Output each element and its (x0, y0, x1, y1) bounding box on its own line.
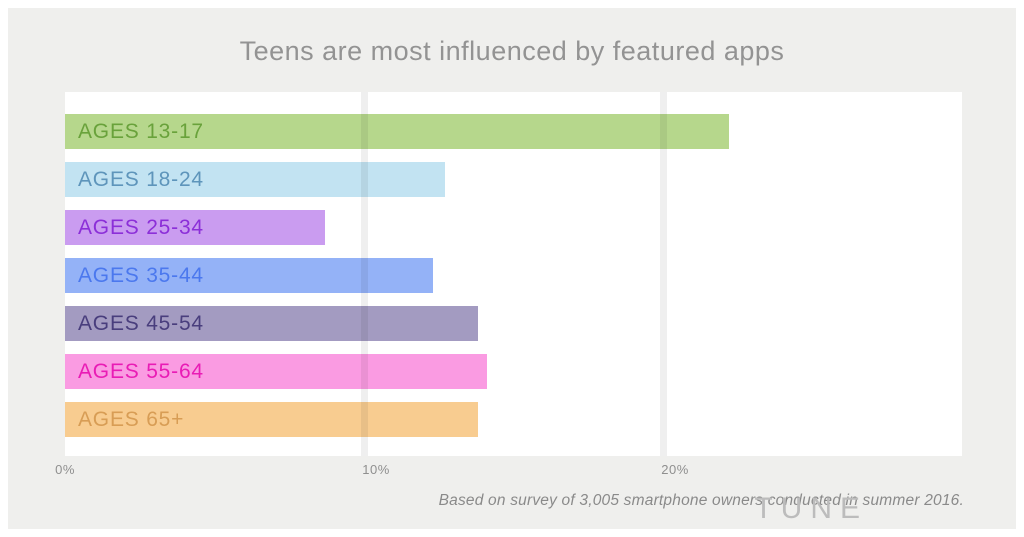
x-axis: 0% 10% 20% (0, 462, 1024, 482)
bar-label: AGES 25-34 (78, 216, 204, 239)
bar-label: AGES 13-17 (78, 120, 204, 143)
bar-ages-45-54: AGES 45-54 (65, 306, 478, 341)
bar-label: AGES 35-44 (78, 264, 204, 287)
bar-ages-35-44: AGES 35-44 (65, 258, 433, 293)
bar-label: AGES 18-24 (78, 168, 204, 191)
bar-ages-55-64: AGES 55-64 (65, 354, 487, 389)
tune-logo: TUNE (754, 492, 868, 525)
axis-tick-10: 10% (362, 462, 390, 477)
bar-ages-18-24: AGES 18-24 (65, 162, 445, 197)
bar-ages-65: AGES 65+ (65, 402, 478, 437)
bar-label: AGES 55-64 (78, 360, 204, 383)
bar-ages-25-34: AGES 25-34 (65, 210, 326, 245)
bar-ages-13-17: AGES 13-17 (65, 114, 729, 149)
plot-area: AGES 13-17 AGES 18-24 AGES 25-34 AGES 35-44… (65, 92, 962, 525)
axis-tick-20: 20% (661, 462, 689, 477)
bar-label: AGES 65+ (78, 408, 185, 431)
chart-title: Teens are most influenced by featured ap… (239, 36, 785, 66)
axis-tick-0: 0% (55, 462, 75, 477)
bar-label: AGES 45-54 (78, 312, 204, 335)
footnote: Based on survey of 3,005 smartphone owne… (438, 492, 964, 509)
